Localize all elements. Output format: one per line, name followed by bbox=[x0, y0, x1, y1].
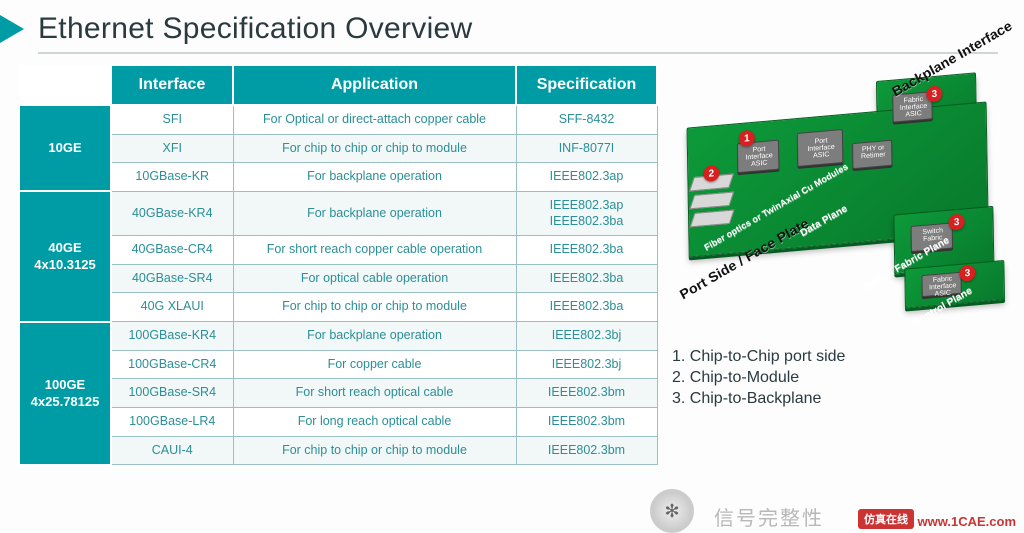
cell-app: For short reach optical cable bbox=[233, 379, 516, 408]
cell-iface: 40GBase-SR4 bbox=[111, 264, 233, 293]
content-row: Interface Application Specification 10GE… bbox=[0, 64, 1006, 466]
right-column: Port Interface ASIC Port Interface ASIC … bbox=[672, 64, 1008, 466]
cell-app: For backplane operation bbox=[233, 322, 516, 351]
backplane-diagram: Port Interface ASIC Port Interface ASIC … bbox=[676, 50, 1011, 348]
table-row: 100GBase-CR4For copper cableIEEE802.3bj bbox=[19, 350, 657, 379]
cell-iface: 40GBase-CR4 bbox=[111, 236, 233, 265]
cell-spec: IEEE802.3bj bbox=[516, 322, 657, 351]
cell-iface: SFI bbox=[111, 105, 233, 134]
arrow-icon bbox=[0, 15, 24, 43]
watermark-grey: 信号完整性 bbox=[714, 502, 824, 531]
chip-label: Port Interface ASIC bbox=[800, 136, 842, 161]
table-row: CAUI-4For chip to chip or chip to module… bbox=[19, 436, 657, 465]
cell-app: For copper cable bbox=[233, 350, 516, 379]
cell-spec: IEEE802.3bm bbox=[516, 407, 657, 436]
cell-iface: 10GBase-KR bbox=[111, 163, 233, 192]
legend-item: 3. Chip-to-Backplane bbox=[672, 390, 1008, 408]
cell-spec: IEEE802.3ba bbox=[516, 264, 657, 293]
cell-spec: IEEE802.3ap bbox=[516, 163, 657, 192]
cell-app: For backplane operation bbox=[233, 191, 516, 235]
cell-iface: XFI bbox=[111, 134, 233, 163]
title-underline bbox=[38, 52, 998, 54]
legend-item: 1. Chip-to-Chip port side bbox=[672, 348, 1008, 366]
legend: 1. Chip-to-Chip port side 2. Chip-to-Mod… bbox=[672, 348, 1008, 408]
cell-app: For chip to chip or chip to module bbox=[233, 436, 516, 465]
table-row: 100GBase-LR4For long reach optical cable… bbox=[19, 407, 657, 436]
chip-label: PHY or Retimer bbox=[854, 144, 892, 161]
group-cell: 10GE bbox=[19, 105, 111, 191]
table-row: 40GBase-CR4For short reach copper cable … bbox=[19, 236, 657, 265]
table-row: 100GE4x25.78125100GBase-KR4For backplane… bbox=[19, 322, 657, 351]
watermark-badge: 仿真在线 bbox=[858, 509, 914, 529]
cell-app: For long reach optical cable bbox=[233, 407, 516, 436]
slide-title: Ethernet Specification Overview bbox=[38, 12, 473, 46]
table-row: 10GESFIFor Optical or direct-attach copp… bbox=[19, 105, 657, 134]
col-interface: Interface bbox=[111, 65, 233, 105]
legend-item: 2. Chip-to-Module bbox=[672, 369, 1008, 387]
cell-spec: IEEE802.3bm bbox=[516, 436, 657, 465]
slide: Ethernet Specification Overview Interfac… bbox=[0, 0, 1024, 533]
group-cell: 40GE4x10.3125 bbox=[19, 191, 111, 321]
cell-iface: CAUI-4 bbox=[111, 436, 233, 465]
spec-table-wrap: Interface Application Specification 10GE… bbox=[18, 64, 658, 466]
cell-spec: IEEE802.3ba bbox=[516, 293, 657, 322]
table-row: 100GBase-SR4For short reach optical cabl… bbox=[19, 379, 657, 408]
cell-app: For optical cable operation bbox=[233, 264, 516, 293]
cell-app: For chip to chip or chip to module bbox=[233, 293, 516, 322]
title-row: Ethernet Specification Overview bbox=[0, 12, 1006, 46]
cell-iface: 100GBase-SR4 bbox=[111, 379, 233, 408]
cell-spec: SFF-8432 bbox=[516, 105, 657, 134]
cell-app: For backplane operation bbox=[233, 163, 516, 192]
cell-app: For short reach copper cable operation bbox=[233, 236, 516, 265]
group-cell: 100GE4x25.78125 bbox=[19, 322, 111, 465]
watermark-url: www.1CAE.com bbox=[918, 514, 1016, 529]
cell-iface: 40G XLAUI bbox=[111, 293, 233, 322]
table-row: XFIFor chip to chip or chip to moduleINF… bbox=[19, 134, 657, 163]
cell-spec: IEEE802.3bj bbox=[516, 350, 657, 379]
table-row: 10GBase-KRFor backplane operationIEEE802… bbox=[19, 163, 657, 192]
cell-iface: 100GBase-LR4 bbox=[111, 407, 233, 436]
spec-table: Interface Application Specification 10GE… bbox=[18, 64, 658, 466]
cell-iface: 100GBase-KR4 bbox=[111, 322, 233, 351]
cell-iface: 40GBase-KR4 bbox=[111, 191, 233, 235]
col-application: Application bbox=[233, 65, 516, 105]
table-row: 40GBase-SR4For optical cable operationIE… bbox=[19, 264, 657, 293]
cell-app: For Optical or direct-attach copper cabl… bbox=[233, 105, 516, 134]
cell-spec: IEEE802.3bm bbox=[516, 379, 657, 408]
chip-icon: Port Interface ASIC bbox=[797, 129, 844, 167]
wechat-icon: ✻ bbox=[650, 489, 694, 533]
col-specification: Specification bbox=[516, 65, 657, 105]
chip-icon: PHY or Retimer bbox=[852, 140, 892, 169]
table-row: 40G XLAUIFor chip to chip or chip to mod… bbox=[19, 293, 657, 322]
cell-iface: 100GBase-CR4 bbox=[111, 350, 233, 379]
cell-app: For chip to chip or chip to module bbox=[233, 134, 516, 163]
cell-spec: INF-8077I bbox=[516, 134, 657, 163]
chip-label: Port Interface ASIC bbox=[740, 145, 778, 169]
cell-spec: IEEE802.3ba bbox=[516, 236, 657, 265]
cell-spec: IEEE802.3apIEEE802.3ba bbox=[516, 191, 657, 235]
table-row: 40GE4x10.312540GBase-KR4For backplane op… bbox=[19, 191, 657, 235]
table-corner bbox=[19, 65, 111, 105]
